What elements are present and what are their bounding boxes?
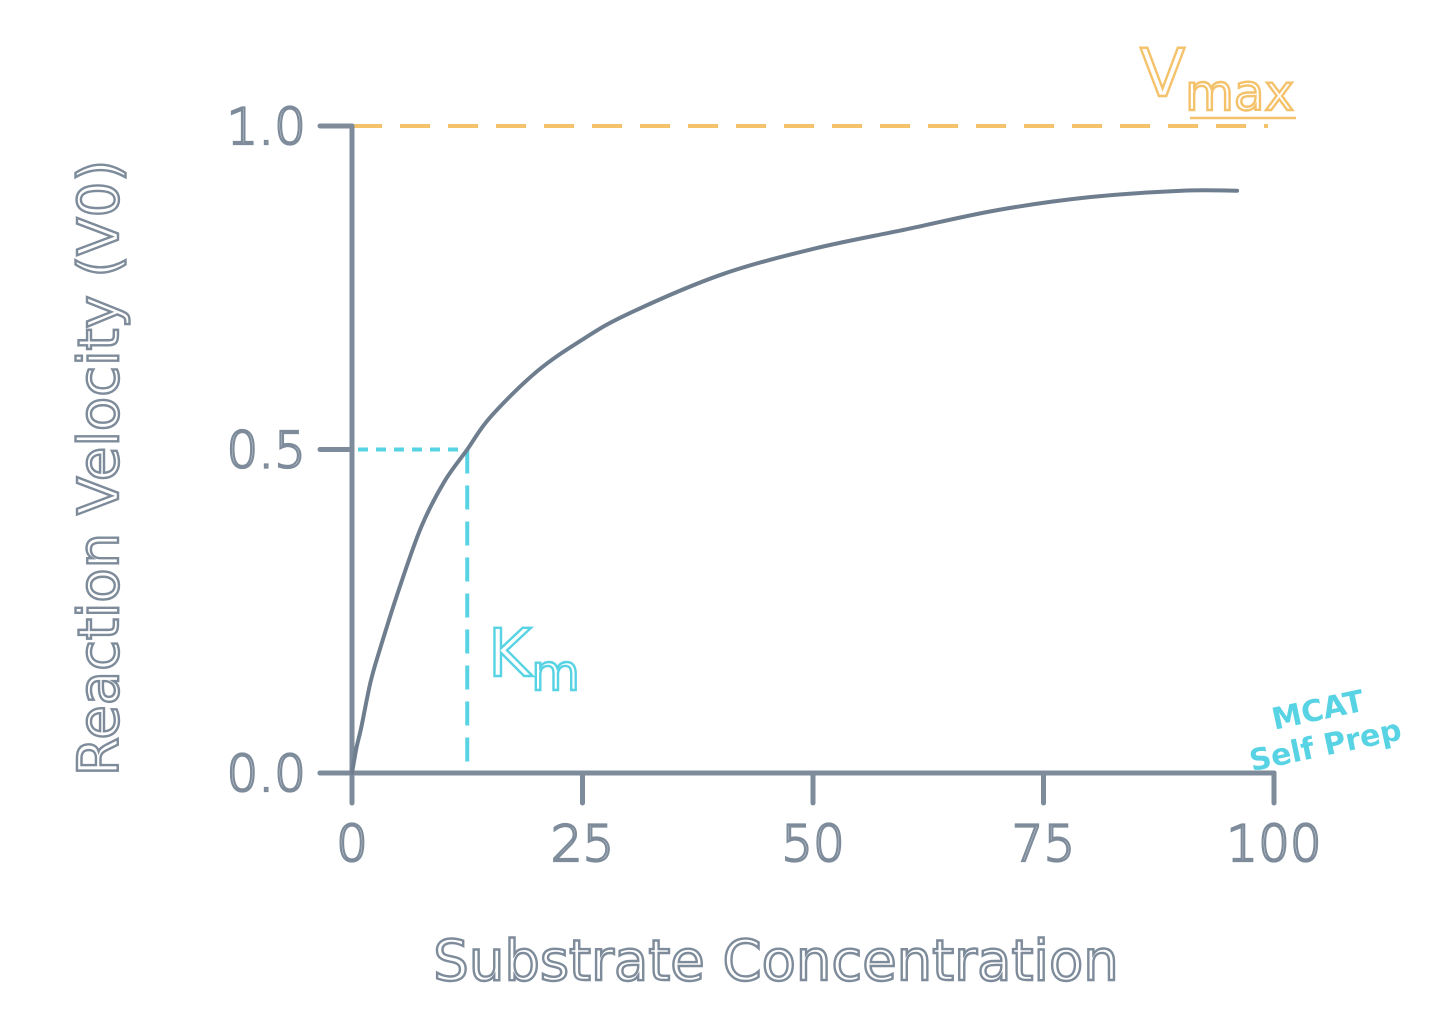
x-tick-label: 100: [1226, 815, 1321, 873]
vmax-label: Vmax: [1140, 35, 1294, 122]
y-axis-title: Reaction Velocity (V0): [67, 160, 132, 776]
tick-group: 0 25 50 75 100 0.0 0.5 1.0: [225, 97, 1322, 874]
y-tick-label: 0.0: [226, 745, 306, 803]
x-tick-label: 75: [1012, 815, 1076, 873]
y-tick-label: 0.5: [226, 422, 306, 480]
watermark-logo: MCAT Self Prep: [1246, 684, 1404, 779]
km-label: Km: [488, 615, 580, 702]
vmax-label-main: V: [1140, 35, 1185, 112]
y-tick-label: 1.0: [226, 98, 306, 156]
series-line: [350, 188, 1240, 775]
x-tick-label: 50: [781, 815, 845, 873]
km-label-main: K: [488, 615, 533, 692]
vmax-label-sub: max: [1185, 64, 1294, 122]
x-tick-label: 0: [336, 815, 368, 873]
x-axis-title: Substrate Concentration: [433, 929, 1118, 994]
km-label-sub: m: [531, 644, 580, 702]
x-tick-label: 25: [551, 815, 615, 873]
